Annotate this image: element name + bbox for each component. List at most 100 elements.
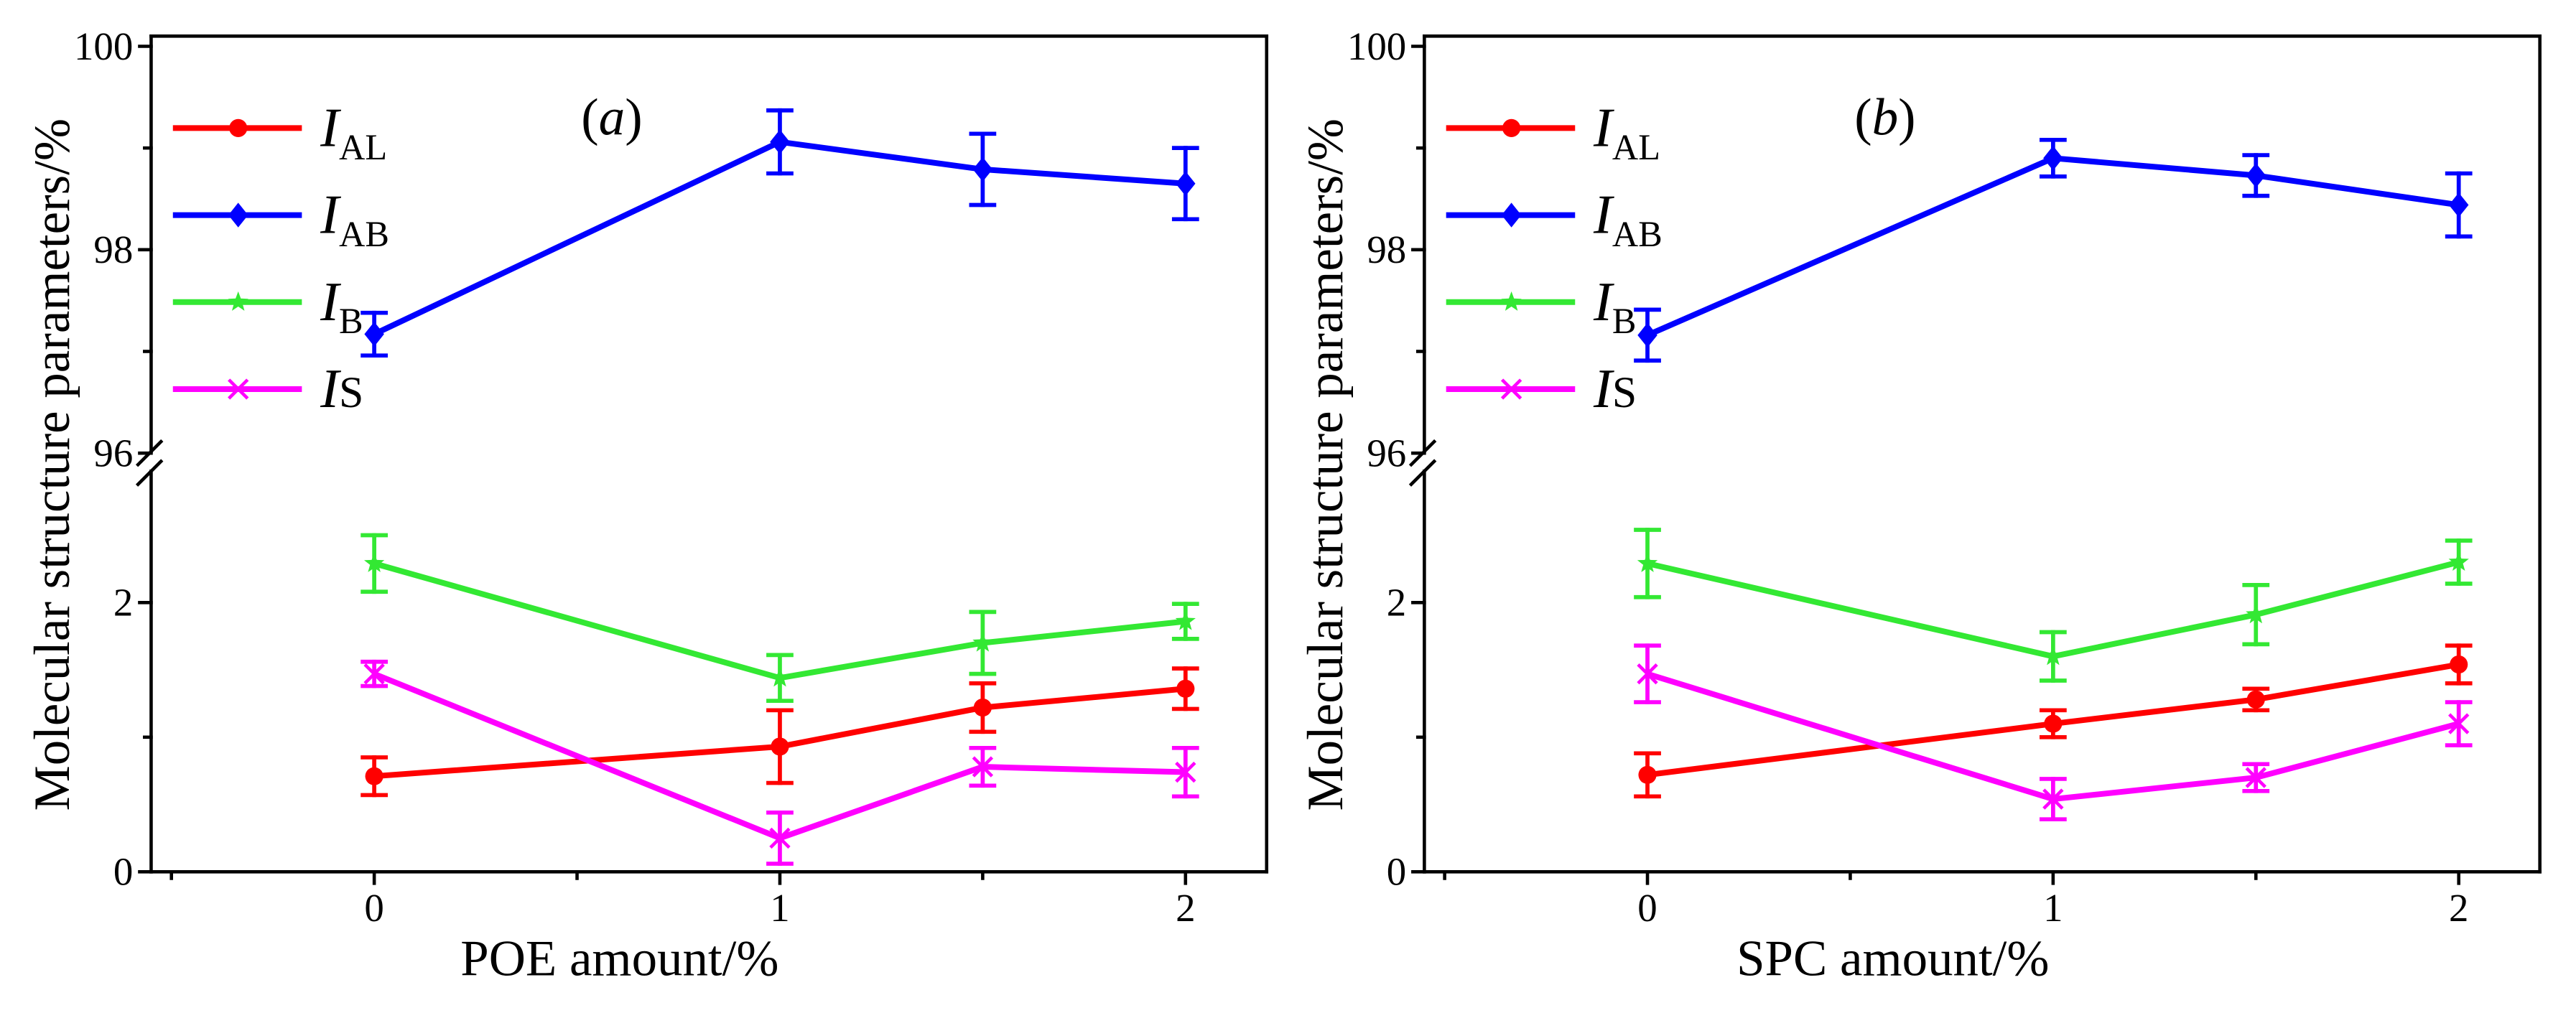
legend-label-subscript: B xyxy=(1612,301,1637,341)
data-point-IAL xyxy=(973,698,992,717)
data-point-IAL xyxy=(2246,690,2265,709)
legend-marker-stroke xyxy=(228,378,249,400)
y-tick-label: 2 xyxy=(113,581,133,625)
y-tick-label: 100 xyxy=(1347,24,1406,68)
data-point-IAB xyxy=(364,322,384,347)
legend-label-subscript: AL xyxy=(1612,127,1660,167)
series-line-IAB xyxy=(373,139,1186,337)
legend-entry-IB: IB xyxy=(1446,271,1637,341)
legend-label-suffix: S xyxy=(339,368,363,417)
x-axis-label: POE amount/% xyxy=(460,930,778,986)
y-tick-label: 98 xyxy=(93,228,133,271)
legend-label: IS xyxy=(320,358,363,419)
legend-marker-stroke xyxy=(1500,378,1522,400)
y-tick-label: 96 xyxy=(93,431,133,475)
data-point-IAL xyxy=(1638,765,1657,784)
y-tick-label: 0 xyxy=(113,850,133,894)
legend-label-italic: I xyxy=(1593,271,1614,332)
panel-label-letter: b xyxy=(1872,88,1899,146)
data-point-IB xyxy=(769,667,791,687)
legend-marker xyxy=(229,118,248,137)
series-line-IB xyxy=(1647,559,2460,660)
legend-entry-IAL: IAL xyxy=(172,97,387,167)
series-IB xyxy=(361,533,1199,704)
series-IS xyxy=(1634,643,2473,822)
axes-frame xyxy=(1408,34,2542,874)
legend-label: IAB xyxy=(1593,184,1663,254)
series-line-IAB xyxy=(1646,155,2460,338)
data-point-IS-stroke xyxy=(1637,663,1658,685)
series-line-IAL xyxy=(1647,661,2460,778)
legend-marker xyxy=(228,378,249,400)
legend-marker xyxy=(1500,378,1522,400)
panel-label: (b) xyxy=(1854,88,1915,146)
data-point-IB xyxy=(1175,610,1196,630)
legend-entry-IAB: IAB xyxy=(172,184,389,254)
data-point-IS-stroke xyxy=(2448,713,2470,734)
legend-label-italic: I xyxy=(1593,97,1614,159)
data-point-IAB xyxy=(2043,146,2063,171)
panel-label: (a) xyxy=(581,88,642,146)
legend-label-subscript: AB xyxy=(339,214,389,254)
data-point-IS xyxy=(972,756,994,778)
legend-marker xyxy=(228,202,248,228)
series-IAL xyxy=(361,666,1199,798)
legend-marker xyxy=(1501,291,1522,311)
y-axis-label: Molecular structure parameters/% xyxy=(1298,118,1354,811)
legend-marker xyxy=(228,291,248,311)
y-tick-label: 98 xyxy=(1367,228,1406,271)
data-point-IAB xyxy=(2246,163,2266,188)
legend-marker xyxy=(1501,202,1522,228)
data-point-IS-stroke xyxy=(1175,761,1196,783)
data-point-IAB xyxy=(770,129,790,154)
y-tick-label: 96 xyxy=(1367,431,1406,475)
data-point-IS-stroke xyxy=(2245,767,2266,788)
data-point-IB xyxy=(972,632,993,652)
y-tick-label: 100 xyxy=(74,24,133,68)
legend-label-italic: I xyxy=(320,97,341,159)
x-tick-label: 1 xyxy=(2043,886,2063,930)
panel-label-close: ) xyxy=(625,88,642,146)
data-point-IB xyxy=(2246,604,2266,624)
panel-label-open: ( xyxy=(1854,88,1871,146)
series-line-IB xyxy=(373,561,1186,681)
legend-label: IAL xyxy=(1593,97,1660,167)
series-line-IS xyxy=(373,671,1186,841)
series-IB xyxy=(1634,528,2473,683)
panel-label-open: ( xyxy=(581,88,598,146)
x-tick-label: 1 xyxy=(770,886,789,930)
y-tick-label: 0 xyxy=(1387,850,1406,894)
data-point-IS-stroke xyxy=(2042,788,2064,810)
data-point-IS xyxy=(1175,761,1196,783)
legend-entry-IAL: IAL xyxy=(1446,97,1660,167)
legend-entry-IAB: IAB xyxy=(1446,184,1663,254)
legend-label-italic: I xyxy=(320,358,341,419)
series-line-IAL xyxy=(373,686,1186,780)
legend-label: IAB xyxy=(320,184,389,254)
y-axis-label: Molecular structure parameters/% xyxy=(24,118,80,811)
legend-label-subscript: AL xyxy=(339,127,387,167)
legend-label-italic: I xyxy=(1593,184,1614,246)
legend-entry-IS: IS xyxy=(172,358,363,419)
data-point-IS xyxy=(2042,788,2064,810)
legend-label-italic: I xyxy=(320,184,341,246)
data-point-IAL xyxy=(1176,679,1195,698)
legend-entry-IS: IS xyxy=(1446,358,1637,419)
legend-marker xyxy=(1502,118,1521,137)
data-point-IS xyxy=(769,827,791,849)
legend-label-italic: I xyxy=(1593,358,1614,419)
data-point-IB xyxy=(1637,553,1658,572)
series-IAB xyxy=(361,108,1199,358)
x-tick-label: 2 xyxy=(2449,886,2468,930)
data-point-IS xyxy=(1637,663,1658,685)
x-tick-label: 0 xyxy=(364,886,383,930)
axis-break-mark xyxy=(1408,459,1437,487)
legend-label: IS xyxy=(1593,358,1637,419)
data-point-IS xyxy=(363,663,385,685)
data-point-IAL xyxy=(2044,714,2063,733)
x-axis-label: SPC amount/% xyxy=(1736,930,2049,986)
data-point-IAL xyxy=(365,767,383,785)
panel-label-close: ) xyxy=(1898,88,1915,146)
